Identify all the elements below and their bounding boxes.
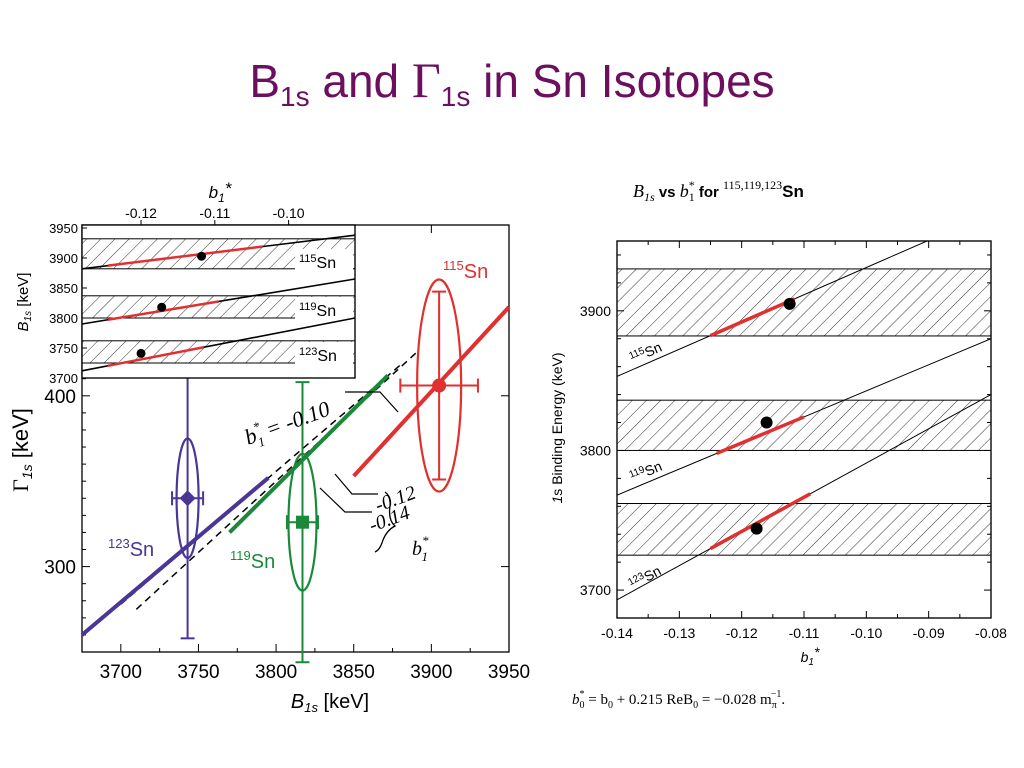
x-tick-label: 3900 — [410, 662, 452, 683]
y-tick-label: 300 — [44, 558, 76, 579]
isotope-label-123sn: 123Sn — [626, 562, 663, 592]
isotope-label-123sn: 123Sn — [299, 346, 337, 365]
right-y-tick-label: 3700 — [580, 582, 611, 598]
isotope-label-115sn: 115Sn — [627, 339, 664, 367]
inset-chart: 115Sn 119Sn 123Sn 3700 3750 3800 3850 3900 3950 -… — [15, 179, 356, 386]
inset-y-axis-label: B1s [keV] — [15, 273, 34, 332]
data-point — [760, 416, 773, 429]
series-119sn — [228, 373, 390, 664]
isotope-label-115sn: 115Sn — [299, 253, 336, 272]
inset-y-tick-label: 3750 — [49, 341, 78, 356]
hatched-band — [616, 503, 992, 556]
constraint-band — [352, 305, 511, 478]
label-background — [295, 342, 353, 364]
right-x-tick-label: -0.08 — [975, 625, 1007, 641]
allowed-segment — [709, 492, 812, 551]
right-x-tick-label: -0.09 — [913, 625, 945, 641]
label-background — [295, 249, 353, 271]
label-background — [295, 297, 353, 319]
inset-y-tick-label: 3950 — [49, 221, 78, 236]
x-tick-label: 3800 — [255, 662, 297, 683]
right-x-tick-label: -0.12 — [726, 625, 758, 641]
formula: b* 0 = b0 + 0.215 ReB0 = −0.028 mπ−1. — [572, 689, 785, 711]
right-chart-title: B1s vs b* 1 for 115,119,123Sn — [633, 178, 804, 204]
hatched-band — [616, 268, 992, 337]
y-tick-label: 400 — [44, 387, 76, 408]
slide-title: B1s and Γ1s in Sn Isotopes — [249, 52, 775, 112]
series-label-123sn: 123Sn — [108, 536, 154, 561]
brace-b1-label: b* 1 — [412, 533, 429, 564]
inset-x-tick-label: -0.11 — [199, 205, 230, 221]
constraint-band — [80, 476, 270, 637]
right-x-axis-label: b1* — [801, 644, 820, 668]
allowed-segment — [709, 297, 796, 338]
leader-line-012 — [334, 473, 378, 495]
isotope-label-119sn: 119Sn — [299, 301, 336, 320]
series-label-115sn: 115Sn — [443, 258, 488, 283]
series-123sn — [80, 357, 270, 640]
x-tick-label: 3750 — [177, 662, 219, 683]
x-tick-label: 3850 — [333, 662, 375, 683]
y-axis-label: Γ1s [keV] — [8, 408, 35, 492]
data-point — [783, 297, 796, 310]
inset-y-tick-label: 3700 — [49, 371, 78, 386]
right-x-tick-label: -0.10 — [850, 625, 882, 641]
inset-top-axis-label: b1* — [209, 179, 233, 205]
data-point — [136, 348, 146, 358]
allowed-segment — [716, 415, 805, 456]
x-tick-label: 3700 — [100, 662, 142, 683]
data-point — [432, 378, 447, 393]
data-point — [157, 302, 167, 312]
series-label-119sn: 119Sn — [230, 548, 275, 573]
inset-x-tick-label: -0.10 — [273, 205, 305, 221]
inset-frame — [81, 224, 356, 379]
curves-group — [617, 241, 991, 601]
b1s-vs-b1star-chart: B1s vs b* 1 for 115,119,123Sn 115Sn 119Sn 1… — [549, 178, 1007, 668]
inset-y-tick-label: 3800 — [49, 311, 78, 326]
isotope-label-119sn: 119Sn — [628, 458, 665, 486]
hatched-band — [616, 399, 992, 451]
data-point — [179, 490, 196, 507]
right-x-tick-label: -0.11 — [789, 625, 820, 641]
inset-y-tick-label: 3900 — [49, 251, 78, 266]
inset-y-tick-label: 3850 — [49, 281, 78, 296]
right-y-axis-label: 1s Binding Energy (keV) — [549, 353, 565, 504]
data-point — [295, 515, 309, 529]
leader-line-010 — [345, 391, 399, 413]
right-x-tick-label: -0.14 — [601, 625, 633, 641]
x-tick-label: 3950 — [488, 662, 530, 683]
right-y-tick-label: 3800 — [580, 442, 611, 458]
x-axis-label: B1s [keV] — [291, 691, 369, 715]
inset-x-tick-label: -0.12 — [125, 205, 157, 221]
allowed-segment — [107, 245, 263, 267]
leader-line-014 — [319, 487, 372, 513]
brace — [374, 491, 397, 553]
series-115sn — [352, 278, 511, 493]
data-point — [197, 251, 207, 261]
constraint-band — [228, 373, 390, 534]
b1-curve — [617, 241, 929, 377]
allowed-segment — [107, 346, 204, 368]
right-x-tick-label: -0.13 — [663, 625, 695, 641]
data-point — [750, 522, 763, 535]
right-y-tick-label: 3900 — [580, 303, 611, 319]
